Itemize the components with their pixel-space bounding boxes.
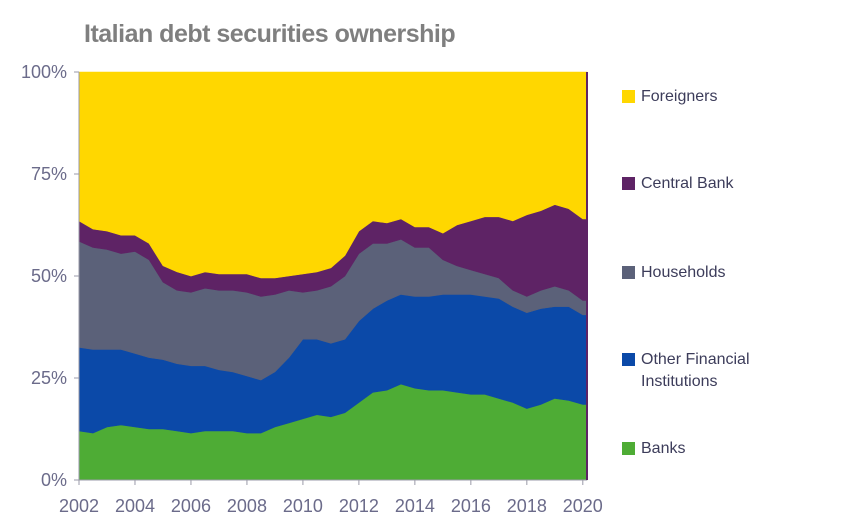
legend-item-other-financial-institutions: Other Financial Institutions — [622, 349, 771, 393]
x-tick-label-2018: 2018 — [507, 496, 547, 516]
x-tick-label-2016: 2016 — [451, 496, 491, 516]
x-tick-label-2010: 2010 — [283, 496, 323, 516]
legend-swatch-other-financial-institutions — [622, 353, 635, 366]
x-tick-label-2012: 2012 — [339, 496, 379, 516]
legend-label-central-bank: Central Bank — [641, 175, 734, 192]
y-tick-label-25: 25% — [31, 368, 67, 388]
x-tick-label-2008: 2008 — [227, 496, 267, 516]
axes — [74, 71, 588, 485]
legend-item-banks: Banks — [622, 438, 771, 460]
legend-swatch-households — [622, 266, 635, 279]
legend-item-foreigners: Foreigners — [622, 86, 771, 108]
y-tick-label-100: 100% — [21, 62, 67, 82]
tick-labels: 2002 2004 2006 2008 2010 2012 2014 2016 2018 2020… — [21, 62, 603, 516]
legend-label-banks: Banks — [641, 440, 686, 457]
legend-swatch-central-bank — [622, 177, 635, 190]
legend-item-central-bank: Central Bank — [622, 173, 771, 195]
y-tick-label-50: 50% — [31, 266, 67, 286]
legend-label-foreigners: Foreigners — [641, 88, 718, 105]
legend-swatch-banks — [622, 442, 635, 455]
legend-label-other-financial-institutions: Other Financial Institutions — [641, 351, 750, 390]
x-tick-label-2020: 2020 — [563, 496, 603, 516]
legend-item-households: Households — [622, 262, 771, 284]
x-tick-label-2004: 2004 — [115, 496, 155, 516]
legend: Foreigners Central Bank Households Other… — [622, 0, 842, 531]
y-tick-label-75: 75% — [31, 164, 67, 184]
x-tick-label-2006: 2006 — [171, 496, 211, 516]
y-tick-label-0: 0% — [41, 470, 67, 490]
legend-label-households: Households — [641, 264, 726, 281]
stacked-areas — [78, 71, 588, 481]
chart-title: Italian debt securities ownership — [84, 20, 456, 48]
x-tick-label-2002: 2002 — [59, 496, 99, 516]
x-tick-label-2014: 2014 — [395, 496, 435, 516]
legend-swatch-foreigners — [622, 90, 635, 103]
